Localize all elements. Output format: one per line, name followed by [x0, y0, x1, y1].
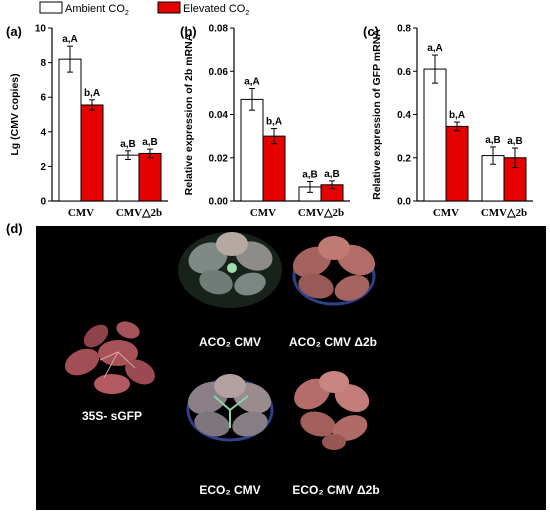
- bar-b: [240, 98, 264, 202]
- data-label-a: b,A: [84, 88, 100, 99]
- chart-a: (a) 0 2 4 6 8 10 Lg (CMV copies) a,A b,A CMV a,B a,B…: [6, 24, 168, 219]
- legend: Ambient CO2 Elevated CO2: [39, 1, 249, 17]
- photo-label-eco2-cmv-d2b: ECO₂ CMV Δ2b: [292, 483, 379, 497]
- y-tick-label-c: 0.2: [397, 153, 411, 164]
- bar-a: [116, 154, 140, 202]
- panel-d-label: (d): [6, 221, 23, 236]
- y-tick-label-c: 0.4: [397, 110, 411, 121]
- y-tick-label-a: 8: [40, 58, 46, 69]
- photo-label-35s-sgfp: 35S- sGFP: [82, 409, 142, 423]
- bar-a: [138, 152, 162, 202]
- data-label-c: a,B: [507, 136, 523, 147]
- y-tick-label-c: 0.6: [397, 67, 411, 78]
- bar-a: [58, 58, 82, 202]
- photo-label-aco2-cmv: ACO₂ CMV: [199, 335, 261, 349]
- data-label-b: b,A: [266, 117, 282, 128]
- x-tick-label-a: CMV△2b: [116, 207, 162, 219]
- y-tick-label-c: 0.0: [397, 197, 411, 208]
- legend-label-ambient: Ambient CO2: [65, 3, 129, 17]
- plant-photo-aco2-cmv: [178, 232, 282, 308]
- photo-panel: [36, 226, 546, 510]
- y-axis-label-b: Relative expression of 2b mRNA: [183, 33, 195, 195]
- panel-label-c: (c): [363, 24, 379, 39]
- data-label-a: a,B: [120, 139, 136, 150]
- bar-a: [80, 104, 104, 202]
- x-tick-label-b: CMV△2b: [298, 207, 344, 219]
- chart-c: (c) 0.0 0.2 0.4 0.6 0.8 Relative expression of…: [363, 24, 533, 219]
- y-tick-label-b: 0.04: [209, 110, 229, 121]
- y-tick-label-b: 0.00: [209, 197, 229, 208]
- plant-photo-aco2-cmv-d2b: [292, 236, 376, 306]
- y-tick-label-b: 0.08: [209, 24, 229, 35]
- data-label-c: b,A: [449, 110, 465, 121]
- y-tick-label-a: 0: [40, 197, 46, 208]
- panel-label-a: (a): [6, 24, 22, 39]
- y-tick-label-b: 0.02: [209, 153, 229, 164]
- y-tick-label-b: 0.06: [209, 67, 229, 78]
- bar-b: [262, 135, 286, 202]
- bar-c: [423, 68, 447, 202]
- y-tick-label-a: 4: [40, 127, 46, 138]
- plant-photo-35s-sgfp: [64, 321, 155, 394]
- y-axis-label-a: Lg (CMV copies): [9, 73, 21, 155]
- legend-label-elevated: Elevated CO2: [183, 3, 249, 17]
- data-label-c: a,B: [485, 135, 501, 146]
- data-label-b: a,B: [302, 170, 318, 181]
- y-tick-label-a: 2: [40, 162, 46, 173]
- legend-swatch-ambient: [39, 1, 63, 14]
- x-tick-label-b: CMV: [250, 207, 276, 219]
- y-tick-label-c: 0.8: [397, 24, 411, 35]
- x-tick-label-c: CMV: [433, 207, 459, 219]
- bar-c: [445, 125, 469, 202]
- data-label-a: a,B: [142, 137, 158, 148]
- data-label-b: a,B: [324, 169, 340, 180]
- legend-swatch-elevated: [157, 1, 181, 14]
- x-tick-label-c: CMV△2b: [481, 207, 527, 219]
- photo-label-aco2-cmv-d2b: ACO₂ CMV Δ2b: [289, 335, 377, 349]
- data-label-a: a,A: [62, 34, 78, 45]
- photo-label-eco2-cmv: ECO₂ CMV: [199, 483, 260, 497]
- plant-photo-eco2-cmv: [186, 374, 274, 442]
- y-axis-label-c: Relative expression of GFP mRNA: [371, 29, 383, 200]
- data-label-c: a,A: [427, 43, 443, 54]
- plant-photo-eco2-cmv-d2b: [294, 371, 370, 450]
- data-label-b: a,A: [244, 77, 260, 88]
- y-tick-label-a: 10: [35, 24, 47, 35]
- chart-b: (b) 0.00 0.02 0.04 0.06 0.08 Relative expressi…: [180, 24, 350, 219]
- x-tick-label-a: CMV: [68, 207, 94, 219]
- panel-label-b: (b): [180, 24, 197, 39]
- y-tick-label-a: 6: [40, 93, 46, 104]
